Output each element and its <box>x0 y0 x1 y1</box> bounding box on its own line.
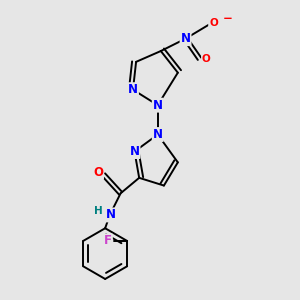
Text: O: O <box>209 18 218 28</box>
Text: N: N <box>181 32 190 45</box>
Text: H: H <box>94 206 102 216</box>
Text: N: N <box>128 83 138 96</box>
Text: N: N <box>106 208 116 221</box>
Text: O: O <box>202 54 211 64</box>
Text: F: F <box>104 234 112 248</box>
Text: N: N <box>153 99 163 112</box>
Text: −: − <box>222 12 232 25</box>
Text: O: O <box>93 166 103 179</box>
Text: N: N <box>130 145 140 158</box>
Text: N: N <box>153 128 163 141</box>
